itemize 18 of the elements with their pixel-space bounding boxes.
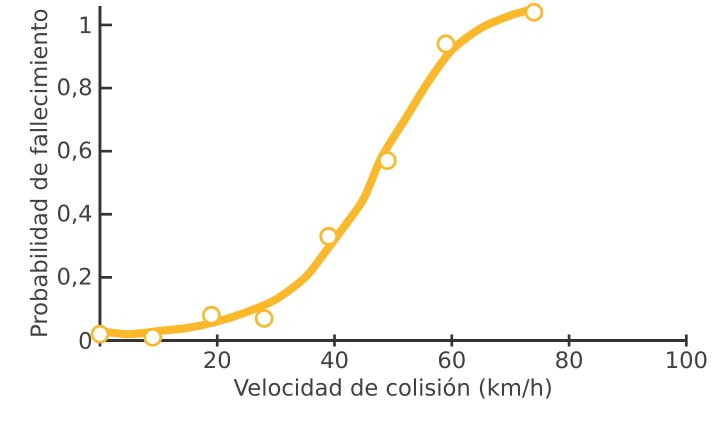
x-tick-label: 80 bbox=[556, 351, 582, 368]
y-tick-label: 0,6 bbox=[58, 142, 92, 161]
y-tick-label: 1 bbox=[80, 16, 91, 34]
y-tick-label: 0,4 bbox=[58, 204, 92, 224]
x-tick-label: 60 bbox=[438, 351, 465, 368]
x-tick-label: 40 bbox=[321, 351, 348, 368]
point bbox=[90, 324, 110, 344]
x-tick-label: 100 bbox=[667, 351, 706, 368]
point bbox=[436, 34, 456, 54]
point bbox=[319, 227, 338, 246]
x-axis-title: Velocidad de colisión (km/h) bbox=[234, 378, 551, 399]
y-tick-label: 0,2 bbox=[58, 268, 90, 288]
point bbox=[524, 3, 544, 22]
y-tick-label: 0 bbox=[80, 332, 92, 350]
x-tick-label: 20 bbox=[204, 351, 230, 368]
point bbox=[254, 309, 274, 328]
y-tick-label: 0,8 bbox=[58, 78, 92, 98]
y-axis-title: Probabilidad de fallecimiento bbox=[30, 10, 48, 336]
